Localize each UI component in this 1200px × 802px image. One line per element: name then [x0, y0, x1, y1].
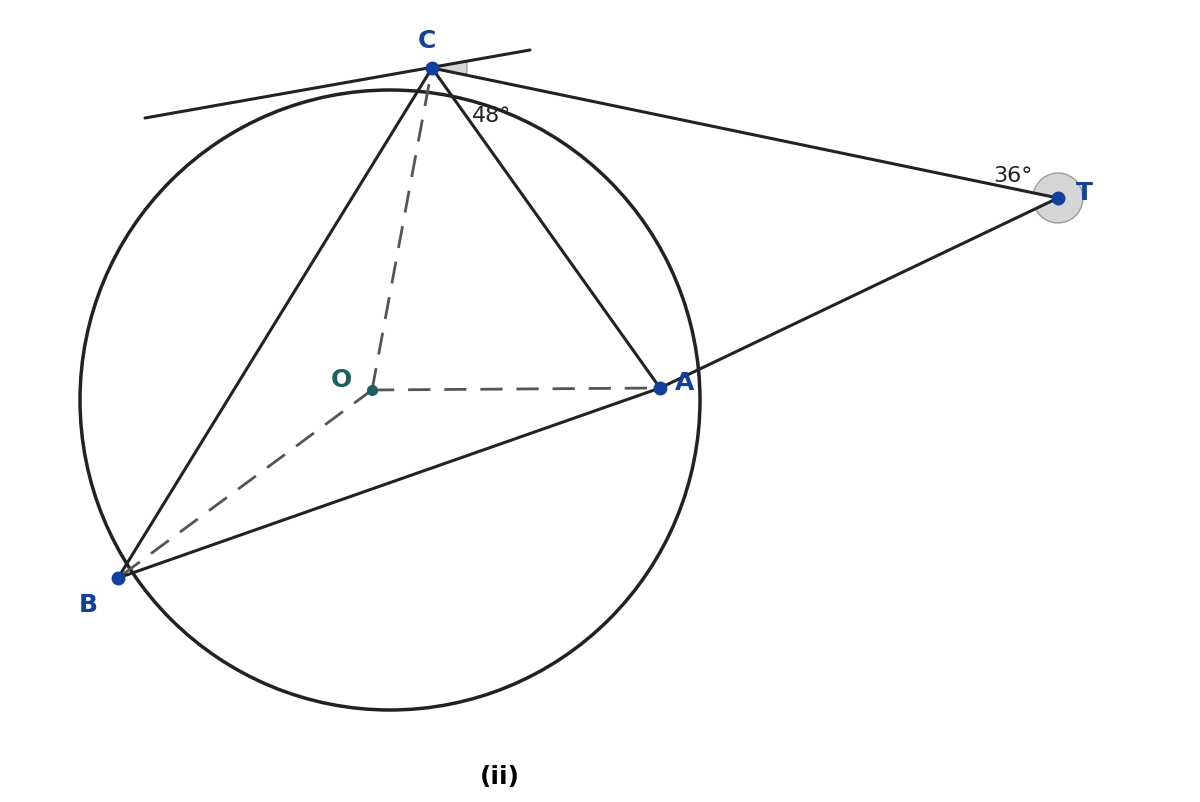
Text: C: C: [418, 29, 436, 53]
Text: 48°: 48°: [472, 106, 511, 126]
Polygon shape: [1033, 173, 1082, 223]
Text: O: O: [331, 368, 352, 392]
Text: A: A: [676, 371, 695, 395]
Text: B: B: [79, 593, 98, 617]
Text: 36°: 36°: [994, 166, 1032, 186]
Text: (ii): (ii): [480, 765, 520, 789]
Polygon shape: [432, 62, 467, 75]
Text: T: T: [1076, 181, 1093, 205]
